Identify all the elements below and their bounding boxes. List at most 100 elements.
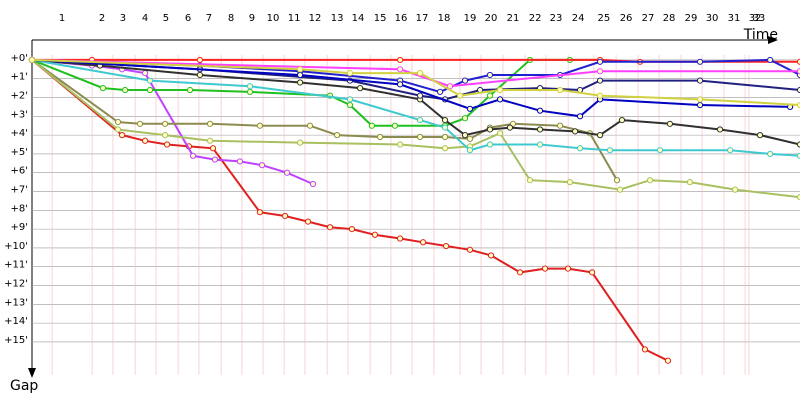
data-point — [209, 145, 217, 152]
data-point — [368, 122, 376, 129]
x-tick-label: 14 — [352, 13, 365, 24]
data-point — [419, 239, 427, 246]
data-point — [416, 116, 424, 124]
data-point — [486, 71, 494, 79]
data-point — [696, 77, 704, 84]
data-point — [656, 147, 664, 154]
data-point — [346, 69, 354, 77]
x-tick-label: 8 — [228, 13, 234, 24]
data-point — [536, 141, 544, 148]
series-line — [31, 58, 800, 93]
data-point — [346, 96, 354, 103]
data-point — [416, 69, 424, 77]
data-point — [646, 177, 654, 184]
series-line — [31, 58, 800, 146]
y-tick-label: +10' — [4, 241, 28, 252]
data-point — [496, 96, 504, 103]
y-tick-label: +13' — [4, 297, 28, 308]
data-point — [441, 124, 449, 131]
x-tick-label: 15 — [374, 13, 387, 24]
data-point — [606, 147, 614, 154]
data-point — [189, 152, 197, 159]
x-tick-label: 29 — [685, 13, 698, 24]
y-tick-label: +9' — [11, 222, 29, 233]
data-point — [731, 186, 739, 193]
x-tick-label: 23 — [550, 13, 563, 24]
data-point — [696, 96, 704, 103]
x-tick-label: 4 — [142, 13, 148, 24]
data-point — [756, 132, 764, 139]
data-point — [566, 179, 574, 186]
data-point — [163, 141, 171, 148]
data-point — [486, 126, 494, 133]
data-point — [416, 92, 424, 99]
y-tick-label: +5' — [11, 147, 29, 158]
data-point — [461, 132, 469, 139]
data-point — [246, 88, 254, 95]
x-tick-label: 6 — [185, 13, 191, 24]
data-point — [516, 269, 524, 276]
data-point — [461, 77, 469, 84]
y-tick-label: +6' — [11, 166, 29, 177]
data-point — [436, 88, 444, 95]
data-point — [796, 194, 800, 201]
data-point — [466, 246, 474, 253]
data-point — [466, 135, 474, 142]
data-point — [441, 116, 449, 124]
data-point — [396, 141, 404, 148]
x-tick-label: 17 — [416, 13, 429, 24]
data-point — [487, 252, 495, 259]
data-point — [136, 120, 144, 127]
data-point — [456, 92, 464, 99]
x-tick-label: 19 — [464, 13, 477, 24]
data-point — [618, 116, 626, 124]
data-point — [309, 180, 317, 188]
data-point — [196, 71, 204, 79]
x-axis-label: Time — [743, 27, 778, 43]
data-point — [596, 92, 604, 99]
data-point — [443, 242, 450, 250]
y-tick-label: +0' — [11, 53, 29, 64]
x-tick-label: 1 — [59, 13, 65, 24]
data-point — [146, 77, 154, 84]
data-point — [536, 126, 544, 133]
data-point — [391, 122, 399, 129]
data-point — [258, 162, 266, 169]
data-point — [281, 212, 289, 220]
data-point — [246, 83, 254, 90]
data-point — [716, 126, 724, 133]
x-tick-label: 10 — [267, 13, 280, 24]
data-point — [506, 124, 514, 131]
series-line — [31, 59, 800, 199]
y-tick-label: +14' — [4, 316, 28, 327]
y-tick-label: +2' — [11, 91, 29, 102]
data-point — [588, 269, 596, 276]
data-point — [541, 265, 549, 272]
x-tick-label: 32 — [749, 13, 762, 24]
data-point — [236, 158, 244, 165]
x-tick-label: 5 — [163, 13, 169, 24]
data-point — [727, 147, 734, 154]
data-point — [206, 120, 214, 127]
data-point — [297, 71, 304, 79]
data-point — [346, 101, 354, 109]
series-line — [31, 58, 314, 185]
data-point — [356, 85, 364, 92]
x-tick-label: 31 — [728, 13, 741, 24]
data-point — [466, 105, 474, 112]
data-point — [121, 86, 129, 94]
data-point — [572, 128, 579, 135]
data-point — [556, 122, 564, 129]
y-tick-label: +7' — [11, 185, 29, 196]
data-point — [396, 56, 404, 64]
x-tick-label: 22 — [529, 13, 542, 24]
data-point — [441, 145, 449, 152]
data-point — [613, 177, 621, 184]
series-line — [31, 58, 791, 118]
data-point — [161, 132, 169, 139]
x-tick-label: 13 — [331, 13, 344, 24]
data-point — [141, 69, 149, 77]
data-point — [666, 120, 674, 127]
